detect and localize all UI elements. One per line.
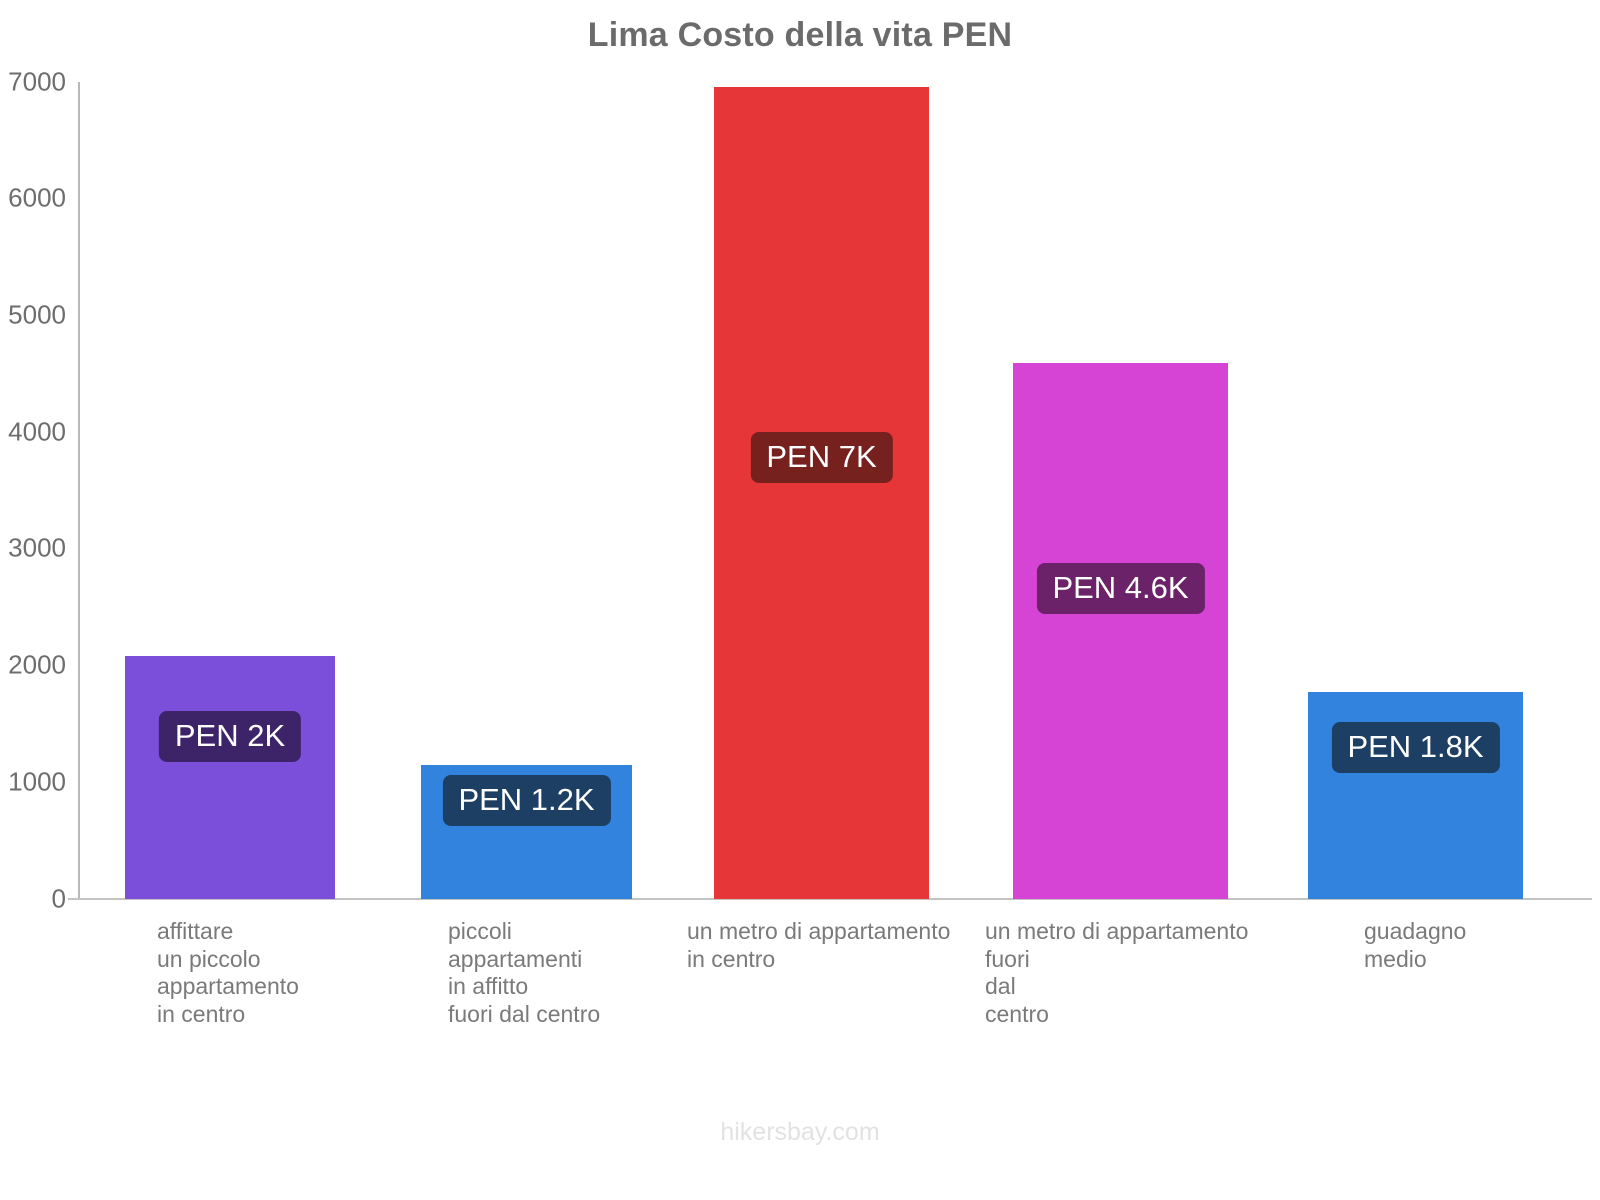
x-axis-label-1: piccoli appartamenti in affitto fuori da… <box>448 918 601 1027</box>
bar-piccoli-appartamenti-in-affitto-fuori-dal-centro[interactable]: PEN 1.2K <box>421 765 632 899</box>
watermark-hikersbay: hikersbay.com <box>720 1118 880 1146</box>
bar-value-label: PEN 7K <box>750 432 893 484</box>
y-tick-label: 6000 <box>8 182 66 213</box>
y-tick-label: 7000 <box>8 66 66 97</box>
bar-affittare-un-piccolo-appartamento-in-centro[interactable]: PEN 2K <box>125 656 335 899</box>
x-axis-label-2: un metro di appartamento in centro <box>687 918 951 972</box>
y-tick-label: 5000 <box>8 299 66 330</box>
chart-title: Lima Costo della vita PEN <box>587 16 1013 54</box>
x-axis-label-3: un metro di appartamento fuori dal centr… <box>985 918 1249 1027</box>
bar-value-label: PEN 2K <box>158 711 302 763</box>
bar-un-metro-di-appartamento-in-centro[interactable]: PEN 7K <box>714 87 929 899</box>
bar-value-label: PEN 4.6K <box>1036 563 1205 615</box>
bar-value-label: PEN 1.8K <box>1331 722 1500 774</box>
y-axis-line <box>78 82 80 899</box>
x-axis-line <box>68 898 1592 900</box>
bar-un-metro-di-appartamento-fuori-dal-centro[interactable]: PEN 4.6K <box>1013 363 1228 899</box>
y-tick-label: 0 <box>51 883 66 914</box>
y-tick-label: 1000 <box>8 766 66 797</box>
x-axis-label-0: affittare un piccolo appartamento in cen… <box>157 918 299 1027</box>
bar-value-label: PEN 1.2K <box>442 775 611 827</box>
y-tick-label: 4000 <box>8 416 66 447</box>
bar-guadagno-medio[interactable]: PEN 1.8K <box>1308 692 1523 899</box>
x-axis-label-4: guadagno medio <box>1364 918 1467 972</box>
y-tick-label: 3000 <box>8 532 66 563</box>
y-tick-label: 2000 <box>8 649 66 680</box>
